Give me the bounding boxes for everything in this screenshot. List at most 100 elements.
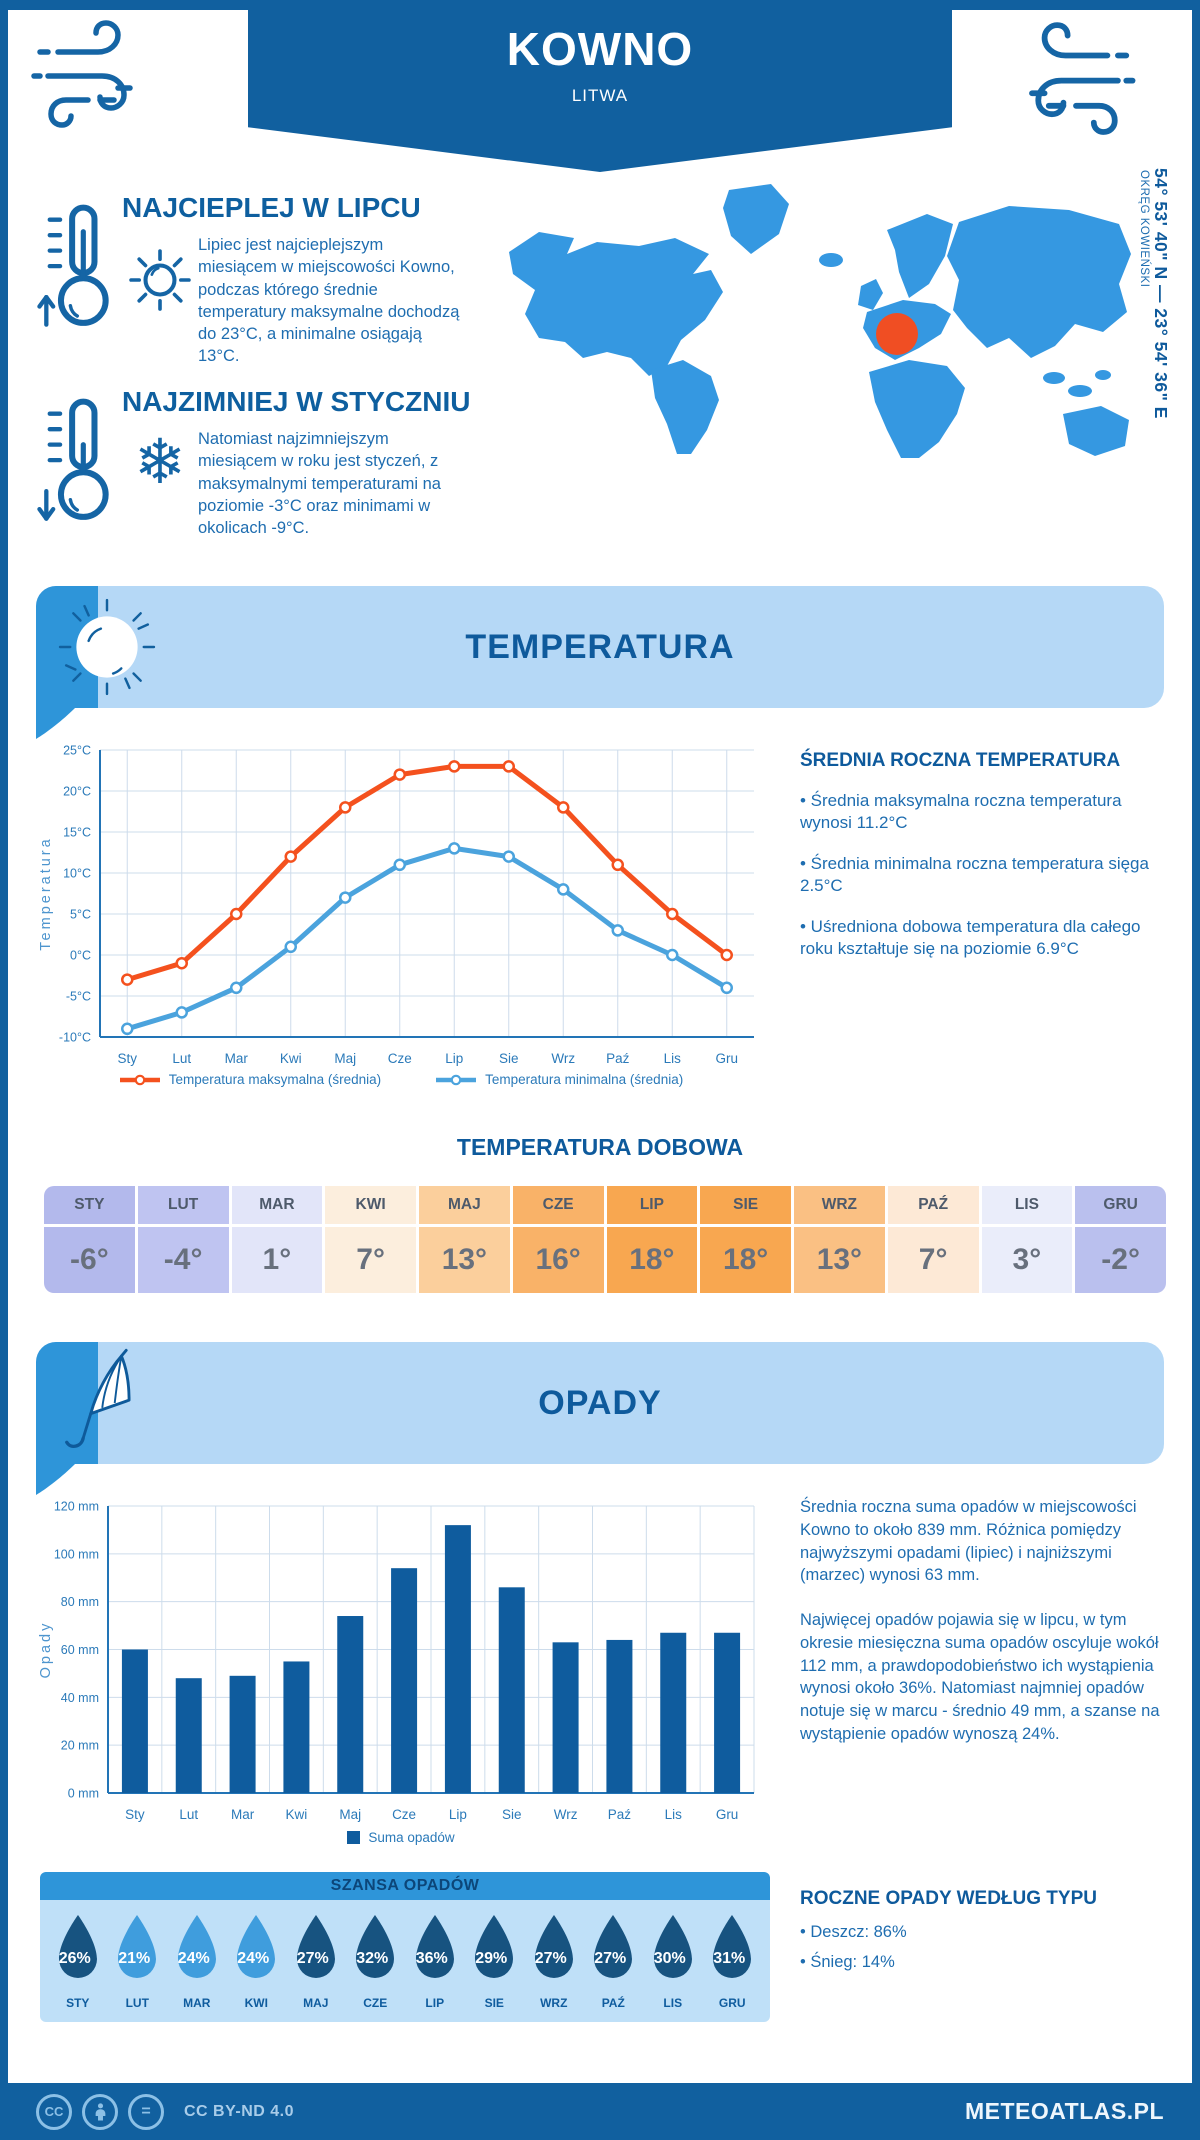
line-marker-icon [436,1074,477,1085]
rain-chance-month: WRZ [540,1996,568,2010]
precip-types-heading: ROCZNE OPADY WEDŁUG TYPU [800,1888,1097,1909]
rain-chance-percent: 27% [594,1950,627,1967]
cc-icon: CC [36,2093,72,2130]
svg-text:Lip: Lip [445,1051,463,1066]
svg-text:0°C: 0°C [70,949,91,963]
warmest-month-block: NAJCIEPLEJ W LIPCU Lipiec jest najcieple… [36,192,488,368]
precipitation-section-banner: OPADY [36,1342,1164,1495]
precipitation-chart-legend: Suma opadów [36,1830,766,1845]
daily-temp-column: GRU -2° [1075,1186,1166,1293]
legend-label: Suma opadów [368,1830,455,1845]
svg-text:Paź: Paź [606,1051,630,1066]
svg-text:Paź: Paź [608,1807,632,1822]
rain-chance-drop: 24% MAR [171,1914,223,2010]
wind-icon [1029,22,1136,135]
sun-icon [58,598,156,696]
rain-chance-panel: SZANSA OPADÓW 26% STY 21% LUT 24% MAR 24% KWI 27… [40,1872,770,2022]
rain-chance-drop: 29% SIE [468,1914,520,2010]
precip-paragraph: Średnia roczna suma opadów w miejscowośc… [800,1498,1137,1585]
rain-chance-month: CZE [363,1996,388,2010]
rain-chance-percent: 29% [475,1950,508,1967]
svg-text:Sty: Sty [117,1051,137,1066]
rain-chance-percent: 36% [415,1950,448,1967]
rain-chance-month: MAR [183,1996,211,2010]
square-marker-icon [347,1831,361,1844]
page-subtitle: LITWA [571,86,629,105]
precipitation-chart: 0 mm 20 mm 40 mm 60 mm 80 mm 100 mm 120 mm Sty L… [38,1500,755,1822]
water-drop-icon [356,1915,395,1979]
svg-text:Lis: Lis [665,1807,683,1822]
svg-text:80 mm: 80 mm [61,1595,99,1609]
umbrella-icon [65,1348,131,1449]
daily-month-label: STY [44,1186,135,1224]
daily-temp-column: WRZ 13° [794,1186,885,1293]
rain-chance-month: KWI [244,1996,268,2010]
rain-chance-month: LUT [125,1996,149,2010]
line-marker-icon [119,1074,160,1085]
rain-chance-month: SIE [484,1996,504,2010]
water-drop-icon [653,1915,692,1979]
svg-text:-10°C: -10°C [59,1031,91,1045]
annual-bullet: • Średnia maksymalna roczna temperatura … [800,791,1122,833]
svg-text:100 mm: 100 mm [54,1547,99,1561]
rain-chance-percent: 31% [713,1950,746,1967]
rain-chance-drop: 26% STY [52,1914,104,2010]
annual-temperature-sidebar: ŚREDNIA ROCZNA TEMPERATURA • Średnia mak… [800,750,1168,979]
annual-bullet: • Średnia minimalna roczna temperatura s… [800,853,1149,896]
precip-types-block: ROCZNE OPADY WEDŁUG TYPU • Deszcz: 86% •… [800,1888,1170,1992]
svg-text:Mar: Mar [231,1807,255,1822]
annual-heading: ŚREDNIA ROCZNA TEMPERATURA [800,750,1121,771]
left-border [0,0,8,2140]
daily-temp-column: PAŹ 7° [887,1186,979,1293]
svg-text:Gru: Gru [716,1807,739,1822]
svg-text:Opady: Opady [38,1621,54,1679]
region-label: OKRĘG KOWIEŃSKI [1138,170,1150,288]
location-marker-icon [876,313,918,355]
warmest-text: Lipiec jest najcieplejszym miesiącem w m… [198,236,460,366]
legend-label: Temperatura maksymalna (średnia) [168,1072,382,1087]
svg-text:15°C: 15°C [63,826,91,840]
rain-chance-drop: 27% WRZ [528,1914,580,2010]
svg-text:Lip: Lip [449,1807,467,1822]
daily-temp-column: CZE 16° [512,1186,604,1293]
water-drop-icon [415,1915,454,1979]
daily-month-label: MAR [231,1186,323,1224]
license-group: CC = CC BY-ND 4.0 [36,2093,294,2130]
daily-temp-table: STY -6° LUT -4° MAR 1° KWI 7° MAJ 13° CZE 16° LIP 18°… [44,1186,1166,1293]
temperature-section-banner: TEMPERATURA [36,586,1164,739]
svg-text:20 mm: 20 mm [61,1739,99,1753]
svg-text:Mar: Mar [225,1051,249,1066]
rain-chance-month: STY [66,1996,90,2010]
coordinates-text: 54° 53' 40" N — 23° 54' 36" E [1151,168,1171,419]
precip-type-bullet: • Śnieg: 14% [800,1952,895,1971]
precipitation-section-title: OPADY [538,1383,662,1422]
rain-chance-drop: 32% CZE [349,1914,401,2010]
daily-temp-column: STY -6° [44,1186,135,1293]
rain-chance-percent: 30% [653,1950,686,1967]
rain-chance-month: PAŹ [601,1996,625,2010]
attribution-person-icon [82,2093,118,2130]
legend-label: Temperatura minimalna (średnia) [485,1072,684,1087]
svg-text:Wrz: Wrz [554,1807,578,1822]
svg-text:120 mm: 120 mm [54,1500,99,1514]
rain-chance-percent: 27% [534,1950,567,1967]
snowflake-icon: ❄ [134,428,186,497]
rain-chance-title: SZANSA OPADÓW [40,1872,770,1900]
svg-text:Kwi: Kwi [280,1051,302,1066]
svg-text:Wrz: Wrz [551,1051,575,1066]
legend-item-max: Temperatura maksymalna (średnia) [119,1072,381,1087]
coldest-month-block: NAJZIMNIEJ W STYCZNIU ❄ Natomiast najzim… [36,386,488,539]
daily-temp-value: 13° [419,1227,510,1293]
water-drop-icon [296,1915,335,1979]
daily-month-label: LIP [606,1186,698,1224]
rain-chance-month: LIS [663,1996,683,2010]
svg-text:Sie: Sie [502,1807,522,1822]
daily-month-label: SIE [700,1186,791,1224]
daily-temp-value: 3° [981,1227,1073,1293]
rain-chance-drops: 26% STY 21% LUT 24% MAR 24% KWI 27% MAJ 32% CZE 36% L… [40,1900,770,2022]
sun-icon [129,249,191,311]
daily-temp-column: SIE 18° [700,1186,791,1293]
rain-chance-month: LIP [425,1996,445,2010]
daily-month-label: KWI [325,1186,416,1224]
coldest-heading: NAJZIMNIEJ W STYCZNIU [122,386,471,417]
